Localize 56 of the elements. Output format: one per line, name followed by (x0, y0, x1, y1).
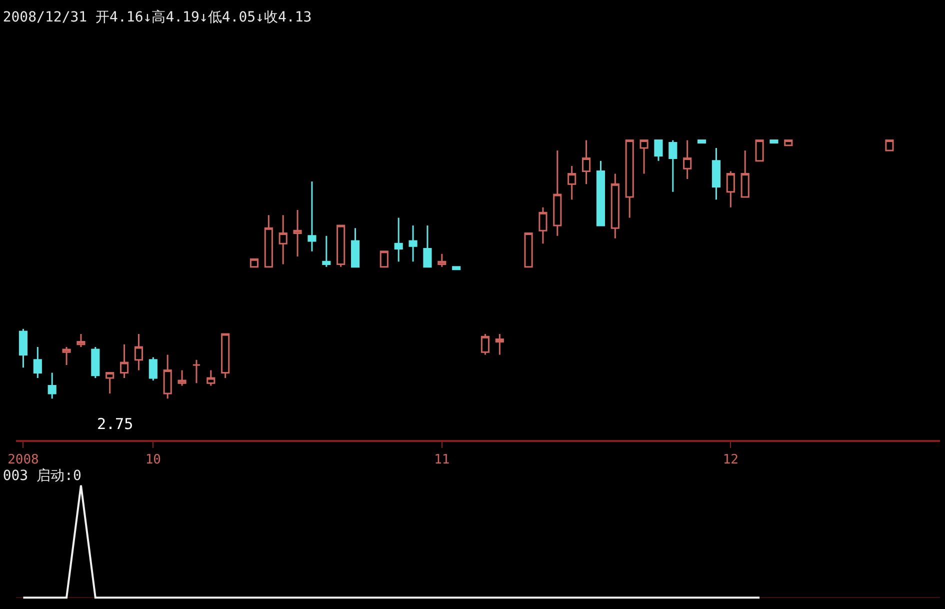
candlestick (148, 356, 158, 382)
candlestick (91, 346, 100, 379)
candlestick (654, 139, 663, 162)
text: 2.75 (97, 415, 134, 433)
candlestick (178, 369, 186, 386)
candlestick (495, 333, 504, 356)
candlestick (163, 354, 172, 400)
candlestick (336, 224, 346, 268)
candlestick (568, 165, 576, 200)
candlestick (278, 214, 288, 266)
candlestick (192, 359, 201, 384)
candlestick (596, 160, 606, 226)
candlestick (625, 139, 634, 218)
candlestick (293, 209, 302, 258)
candlestick (610, 173, 620, 240)
candlestick (350, 227, 360, 268)
candlestick (640, 139, 648, 175)
candlestick (712, 147, 721, 200)
candlestick (134, 333, 144, 371)
candlestick (770, 139, 778, 144)
candlestick (18, 328, 28, 368)
candlestick (221, 333, 230, 379)
candlestick (740, 150, 750, 198)
candlestick (755, 139, 764, 162)
x-tick-label: 11 (434, 452, 450, 468)
candlestick (582, 139, 591, 185)
candlestick (885, 139, 894, 152)
candlestick (106, 372, 114, 394)
candlestick (206, 369, 216, 386)
candlestick (62, 346, 71, 366)
candlestick (308, 180, 316, 252)
candlestick (524, 232, 533, 268)
chart-title: 2008/12/31 开4.16↓高4.19↓低4.05↓收4.13 (2, 10, 312, 26)
candlestick (683, 139, 692, 180)
candlestick (480, 333, 490, 356)
x-tick-label: 12 (722, 452, 738, 468)
candlestick (438, 253, 446, 268)
candlestick (553, 150, 562, 237)
candlestick (394, 216, 403, 262)
candlestick (538, 206, 548, 244)
candlestick (76, 333, 86, 348)
x-tick-label: 2008 (8, 452, 39, 468)
candlestick (48, 372, 56, 400)
chart-title: 003 启动:0 (2, 468, 82, 484)
candlestick (668, 139, 678, 193)
candlestick (120, 344, 129, 379)
candlestick (423, 224, 432, 268)
x-tick-label: 10 (145, 452, 161, 468)
candlestick (250, 258, 259, 268)
candlestick (408, 224, 418, 262)
candlestick (264, 214, 273, 268)
candlestick (784, 139, 793, 146)
candlestick (322, 235, 331, 268)
candlestick (726, 170, 735, 208)
candlestick (33, 346, 42, 379)
candlestick (380, 250, 388, 268)
